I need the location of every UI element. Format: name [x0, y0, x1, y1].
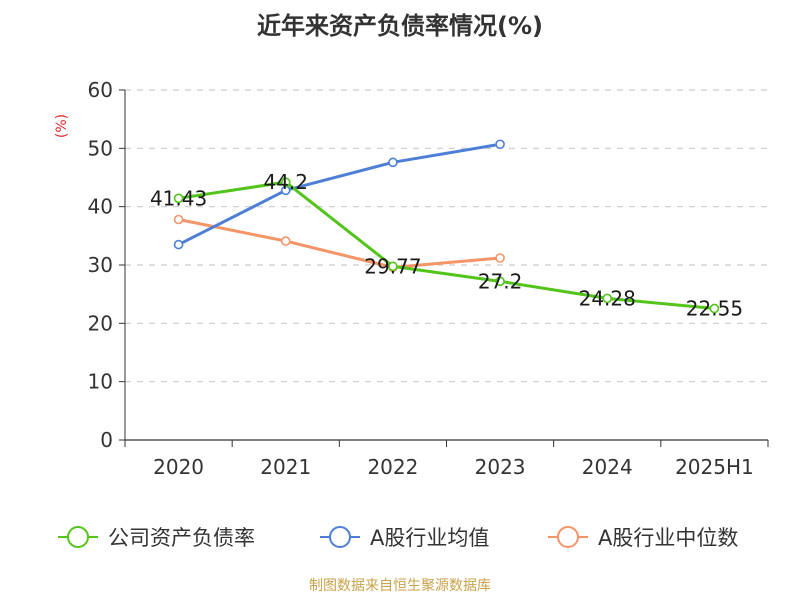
data-point[interactable] — [173, 214, 184, 225]
x-tick-label-2025H1: 2025H1 — [675, 455, 754, 479]
series-line-2 — [178, 218, 501, 269]
legend-item-2[interactable]: A股行业中位数 — [548, 526, 738, 550]
y-tick-label: 10 — [88, 370, 113, 394]
gridlines — [125, 89, 768, 383]
data-label: 41.43 — [150, 186, 207, 210]
x-tick-label-2022: 2022 — [367, 455, 418, 479]
legend-label: 公司资产负债率 — [108, 526, 255, 550]
data-label: 24.28 — [579, 286, 636, 310]
legend-item-0[interactable]: 公司资产负债率 — [58, 526, 255, 550]
series-lines — [173, 139, 720, 314]
data-label: 44.2 — [263, 170, 308, 194]
data-point[interactable] — [388, 157, 398, 168]
data-label: 29.77 — [364, 254, 421, 278]
data-label: 27.2 — [478, 269, 523, 293]
x-tick-label-2021: 2021 — [260, 455, 311, 479]
data-label: 22.55 — [686, 296, 743, 320]
data-point[interactable] — [280, 236, 291, 246]
data-labels: 41.43 44.2 29.77 27.2 24.28 22.55 — [150, 170, 743, 320]
legend: 公司资产负债率 A股行业均值 A股行业中位数 — [58, 526, 738, 550]
source-note: 制图数据来自恒生聚源数据库 — [309, 578, 491, 594]
y-tick-label: 0 — [100, 428, 113, 452]
series-line-0 — [178, 180, 715, 310]
legend-marker — [329, 526, 351, 548]
y-tick-label: 30 — [88, 253, 113, 277]
data-point[interactable] — [709, 303, 720, 314]
legend-marker — [557, 526, 579, 548]
legend-label: A股行业均值 — [370, 526, 489, 550]
series-line-1 — [177, 142, 501, 246]
series-1 — [173, 139, 505, 250]
legend-label: A股行业中位数 — [598, 526, 738, 550]
data-point[interactable] — [495, 253, 505, 263]
y-tick-label: 40 — [88, 195, 113, 219]
data-point[interactable] — [173, 193, 184, 204]
x-tick-label-2024: 2024 — [582, 455, 633, 479]
y-axis-label: (%) — [54, 114, 70, 138]
data-point[interactable] — [173, 239, 184, 250]
y-tick-label: 60 — [88, 78, 113, 102]
x-tick-label-2020: 2020 — [153, 455, 204, 479]
legend-item-1[interactable]: A股行业均值 — [320, 526, 489, 550]
legend-marker — [67, 526, 89, 548]
data-point[interactable] — [602, 293, 613, 304]
data-point[interactable] — [280, 177, 291, 187]
x-tick-label-2023: 2023 — [475, 455, 526, 479]
chart-title: 近年来资产负债率情况(%) — [257, 12, 543, 40]
axes: 0 10 20 30 40 50 60 2020 2021 2022 2023 2024 2025H1 — [88, 78, 769, 479]
data-point[interactable] — [388, 261, 398, 272]
data-point[interactable] — [495, 276, 505, 287]
data-point[interactable] — [495, 139, 505, 150]
series-0 — [173, 177, 720, 314]
y-tick-label: 50 — [88, 136, 113, 160]
y-tick-label: 20 — [88, 311, 113, 335]
